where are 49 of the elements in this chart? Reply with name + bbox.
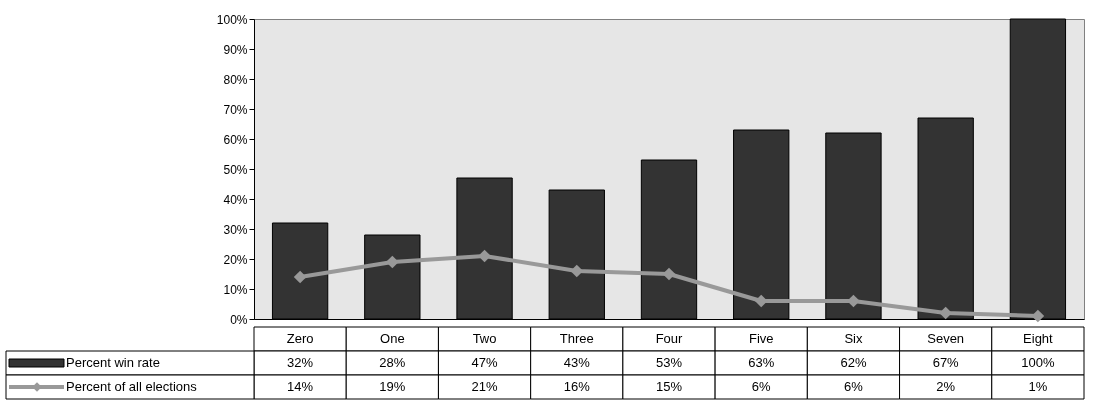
- data-label: 62%: [840, 355, 867, 370]
- data-label: 43%: [563, 355, 591, 370]
- data-label: 6%: [844, 379, 864, 394]
- x-tick-label: Eight: [1023, 331, 1054, 346]
- data-label: 32%: [287, 355, 314, 370]
- data-label: 6%: [751, 379, 772, 394]
- y-tick-label: 20%: [223, 252, 248, 267]
- data-label: 15%: [655, 379, 683, 394]
- data-label: 21%: [471, 379, 498, 394]
- x-tick-label: Seven: [927, 331, 965, 346]
- x-tick-label: Four: [655, 331, 684, 346]
- point: [754, 294, 768, 308]
- point: [939, 306, 952, 320]
- x-tick-label: Two: [472, 331, 497, 346]
- point: [478, 249, 491, 263]
- data-label: 63%: [748, 355, 775, 370]
- data-label: 67%: [932, 355, 960, 370]
- point: [662, 267, 676, 281]
- x-tick-label: Five: [748, 331, 774, 346]
- data-label: 14%: [287, 379, 314, 394]
- x-tick-label: One: [380, 331, 405, 346]
- point: [570, 264, 584, 278]
- y-tick-label: 30%: [223, 222, 248, 237]
- y-tick-label: 10%: [223, 282, 248, 297]
- data-label: 47%: [471, 355, 498, 370]
- data-label: 2%: [936, 379, 956, 394]
- y-tick-label: 60%: [223, 132, 248, 147]
- x-tick-label: Three: [559, 331, 594, 346]
- point: [293, 270, 307, 284]
- x-tick-label: Zero: [286, 331, 314, 346]
- data-label: 53%: [655, 355, 683, 370]
- data-label: 16%: [563, 379, 591, 394]
- y-tick-label: 40%: [223, 192, 248, 207]
- y-tick-label: 80%: [223, 72, 248, 87]
- point: [847, 294, 860, 308]
- y-tick-label: 50%: [223, 162, 248, 177]
- legend-label: Percent of all elections: [66, 379, 198, 394]
- legend-label: Percent win rate: [66, 355, 160, 370]
- data-label: 100%: [1021, 355, 1055, 370]
- y-tick-label: 100%: [216, 12, 248, 27]
- point: [386, 255, 399, 269]
- y-tick-label: 90%: [223, 42, 248, 57]
- data-label: 1%: [1028, 379, 1048, 394]
- data-label: 28%: [379, 355, 406, 370]
- y-tick-label: 0%: [230, 312, 248, 327]
- x-tick-label: Six: [844, 331, 863, 346]
- point: [1031, 309, 1045, 323]
- data-label: 19%: [379, 379, 406, 394]
- y-tick-label: 70%: [223, 102, 248, 117]
